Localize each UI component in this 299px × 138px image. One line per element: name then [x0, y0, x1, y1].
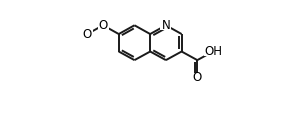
FancyBboxPatch shape [82, 29, 93, 39]
FancyBboxPatch shape [192, 73, 203, 82]
Text: N: N [161, 19, 170, 32]
Text: O: O [193, 71, 202, 84]
Text: OH: OH [204, 45, 222, 58]
FancyBboxPatch shape [204, 47, 222, 56]
Text: O: O [98, 19, 108, 32]
FancyBboxPatch shape [161, 21, 171, 30]
FancyBboxPatch shape [97, 21, 109, 30]
Text: O: O [83, 27, 92, 41]
